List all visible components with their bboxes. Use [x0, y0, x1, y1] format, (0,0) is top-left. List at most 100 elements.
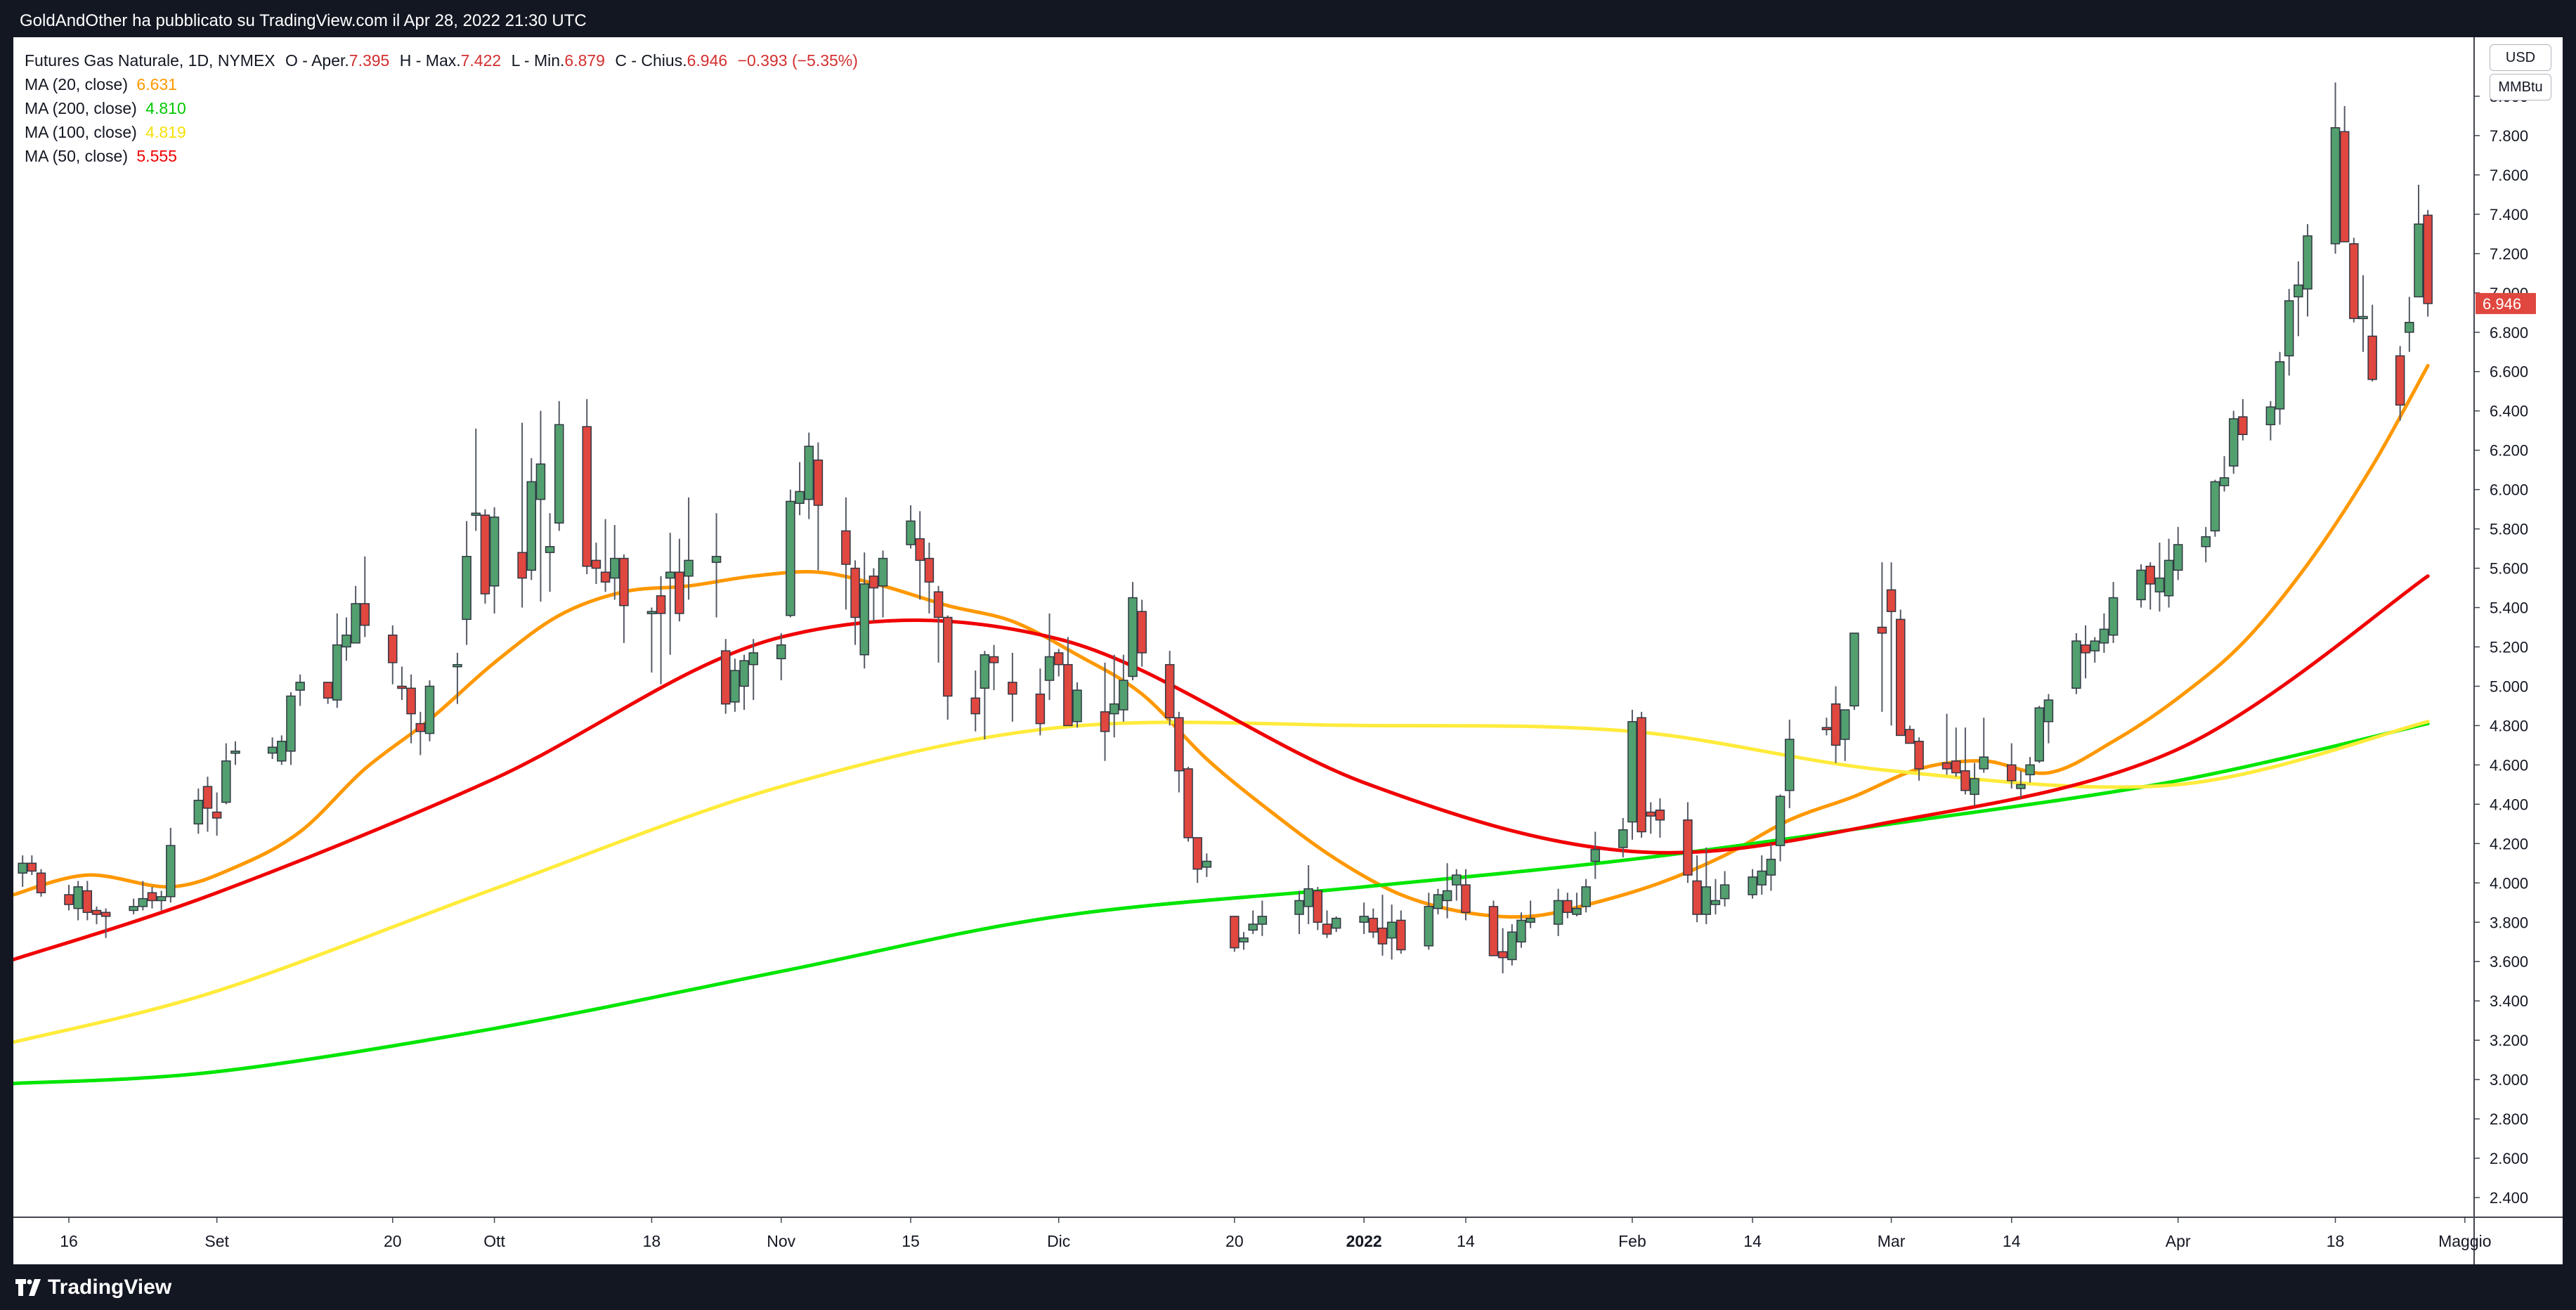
candle-body: [2006, 764, 2017, 782]
x-tick-label: 20: [384, 1232, 402, 1250]
x-tick-label: 16: [60, 1232, 78, 1250]
candle-body: [2219, 477, 2230, 486]
ma200-row[interactable]: MA (200, close) 4.810: [25, 96, 858, 120]
x-tick-label: 14: [1743, 1232, 1762, 1250]
candle-body: [193, 800, 204, 825]
candle-body: [1452, 874, 1462, 886]
candle-body: [147, 892, 157, 902]
ma50-row[interactable]: MA (50, close) 5.555: [25, 144, 858, 168]
symbol-name[interactable]: Futures Gas Naturale, 1D, NYMEX: [25, 51, 275, 70]
candle-body: [1655, 809, 1665, 821]
ma20-row[interactable]: MA (20, close) 6.631: [25, 72, 858, 96]
candle-body: [1294, 900, 1304, 915]
y-tick-label: 3.800: [2490, 914, 2528, 931]
candle-body: [869, 575, 879, 589]
candle-body: [1941, 762, 1952, 770]
current-price-tag: [2476, 292, 2536, 314]
candle-body: [1683, 819, 1693, 876]
price-chart[interactable]: 2.400 2.600 2.800 3.000 3.200 3.400 3.600 3.800…: [13, 37, 2563, 1264]
candle-body: [989, 656, 999, 663]
candle-body: [267, 746, 278, 754]
candle-body: [906, 520, 916, 545]
unit-button[interactable]: MMBtu: [2490, 74, 2551, 100]
candle-body: [1572, 907, 1582, 915]
candle-body: [1516, 919, 1526, 942]
y-tick-label: 2.800: [2490, 1110, 2528, 1128]
candle-body: [1053, 652, 1064, 666]
candle-body: [230, 751, 240, 754]
y-tick-label: 3.600: [2490, 953, 2528, 971]
candle-body: [36, 872, 46, 894]
ma50-label: MA (50, close): [25, 147, 128, 165]
change-value: −0.393 (−5.35%): [737, 51, 858, 70]
candle-body: [1248, 923, 1258, 931]
chart-legend: Futures Gas Naturale, 1D, NYMEX O - Aper…: [25, 48, 858, 168]
open-label: O - Aper.: [285, 51, 349, 70]
candle-body: [1719, 884, 1730, 900]
candle-body: [1257, 916, 1268, 925]
candle-body: [1840, 709, 1850, 740]
candle-body: [582, 426, 592, 567]
candle-body: [1322, 923, 1332, 935]
candle-body: [351, 603, 360, 644]
ma100-value: 4.819: [145, 123, 186, 141]
ma-line: [13, 722, 2430, 1086]
candle-body: [1044, 656, 1055, 681]
candle-body: [786, 500, 795, 616]
candle-body: [2136, 569, 2146, 601]
y-tick-label: 7.400: [2490, 206, 2528, 223]
candle-body: [1488, 906, 1499, 956]
y-tick-label: 4.600: [2490, 756, 2528, 774]
candle-body: [1424, 906, 1434, 947]
candle-body: [1313, 890, 1323, 923]
low-label: L - Min.: [511, 51, 565, 70]
candle-body: [2339, 131, 2350, 242]
candle-body: [2025, 764, 2035, 776]
x-tick-label: Ott: [483, 1232, 505, 1250]
candle-body: [489, 517, 500, 587]
open-value: 7.395: [349, 51, 390, 70]
high-label: H - Max.: [399, 51, 461, 70]
candle-body: [1239, 937, 1249, 942]
candle-body: [2330, 127, 2341, 245]
candle-body: [388, 634, 398, 663]
x-tick-label: 18: [2327, 1232, 2345, 1250]
candle-body: [675, 571, 684, 614]
ma100-label: MA (100, close): [25, 123, 137, 141]
candle-body: [517, 552, 527, 579]
candle-body: [1137, 611, 1147, 654]
candle-body: [1109, 703, 1119, 715]
candle-body: [656, 595, 666, 614]
currency-button[interactable]: USD: [2490, 44, 2551, 71]
candle-body: [415, 722, 426, 732]
tradingview-brand[interactable]: TradingView: [15, 1276, 171, 1299]
candle-body: [73, 886, 83, 909]
candle-body: [1590, 848, 1601, 862]
candle-body: [82, 890, 93, 914]
ma100-row[interactable]: MA (100, close) 4.819: [25, 120, 858, 144]
candle-body: [2303, 235, 2312, 290]
candle-body: [684, 559, 694, 577]
candle-body: [850, 567, 860, 618]
chart-area[interactable]: 2.400 2.600 2.800 3.000 3.200 3.400 3.600 3.800…: [13, 37, 2563, 1264]
candle-body: [924, 557, 935, 583]
candle-body: [665, 571, 675, 579]
candle-body: [591, 559, 601, 569]
candle-body: [1877, 626, 1887, 634]
x-tick-label: Apr: [2166, 1232, 2191, 1250]
candle-body: [859, 583, 869, 656]
candle-body: [795, 491, 805, 504]
candle-body: [2145, 566, 2155, 585]
candle-body: [166, 845, 176, 897]
publish-info: GoldAndOther ha pubblicato su TradingVie…: [20, 11, 587, 30]
candle-body: [1886, 589, 1897, 612]
candle-body: [1461, 884, 1471, 914]
candle-body: [2275, 361, 2285, 410]
ma200-value: 4.810: [145, 99, 186, 117]
candle-body: [360, 603, 370, 626]
publish-header: GoldAndOther ha pubblicato su TradingVie…: [0, 0, 2576, 37]
candle-body: [2164, 559, 2174, 597]
ma-line: [13, 574, 2430, 961]
candle-body: [2043, 699, 2054, 722]
candle-body: [1979, 756, 1989, 770]
